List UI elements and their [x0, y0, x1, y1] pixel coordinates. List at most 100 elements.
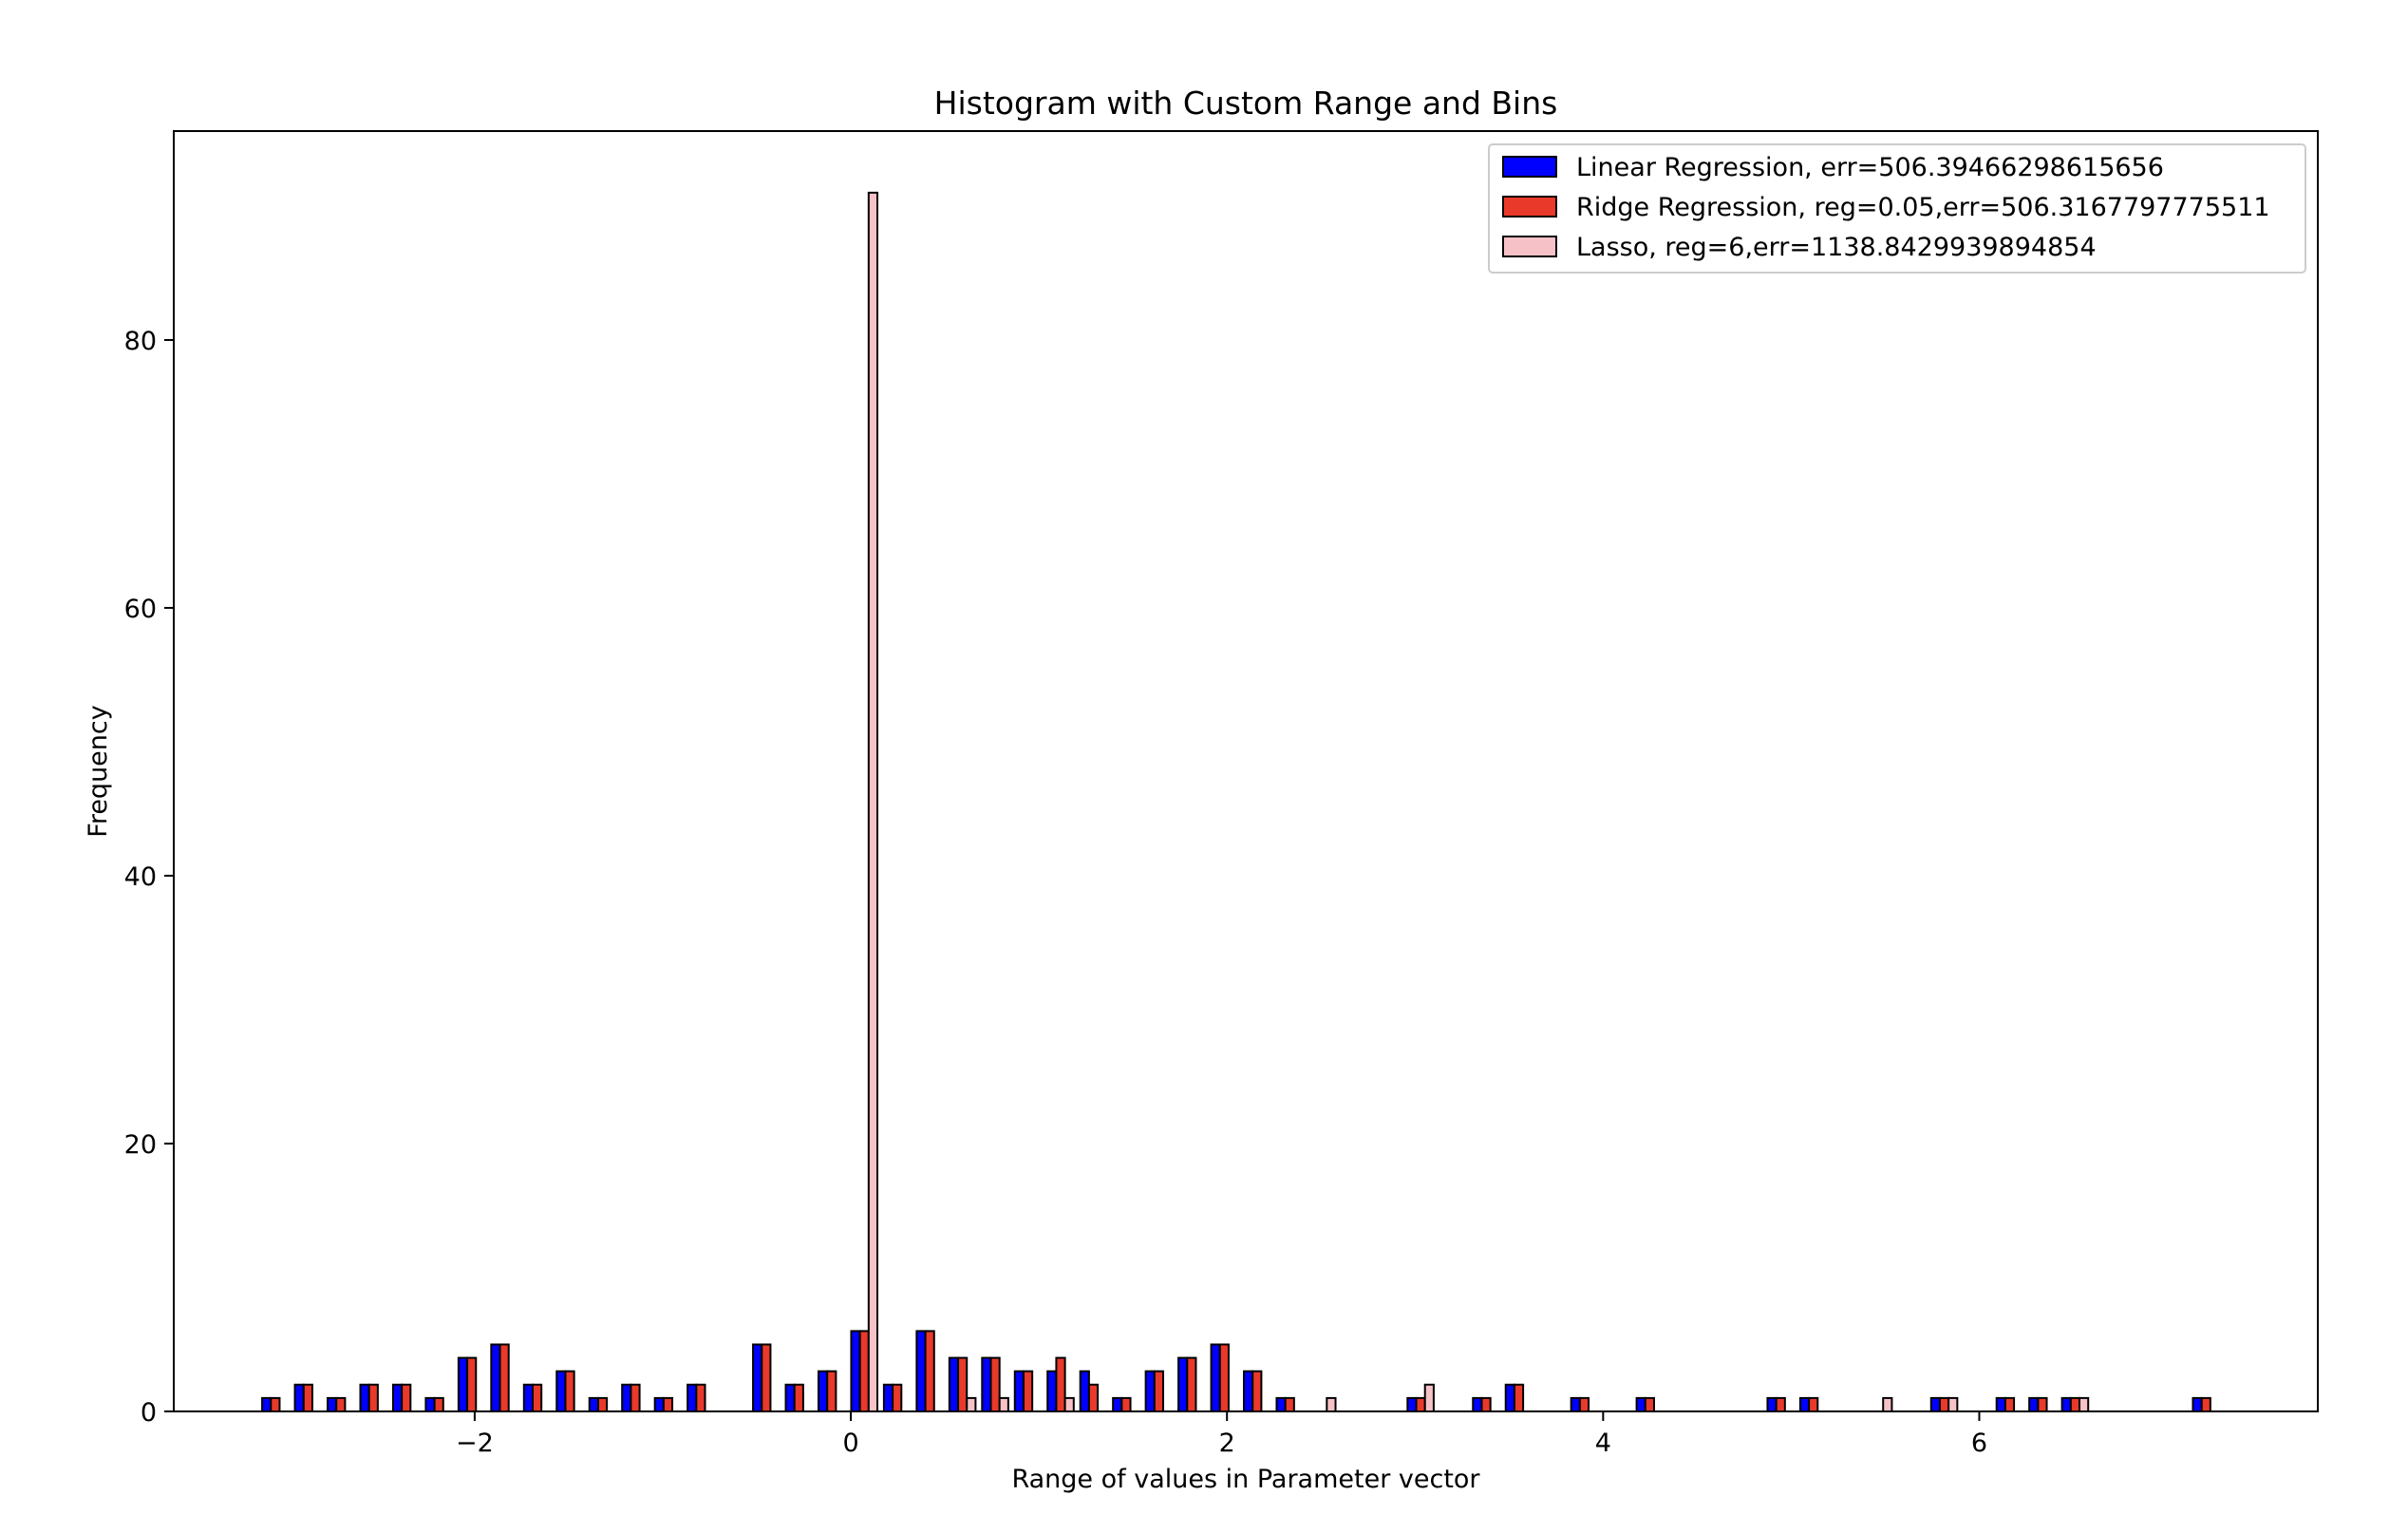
histogram-bar: [1177, 1356, 1189, 1412]
histogram-bar: [1798, 1396, 1811, 1413]
histogram-bar: [957, 1356, 969, 1412]
histogram-bar: [793, 1383, 804, 1413]
histogram-bar: [457, 1356, 469, 1412]
histogram-bar: [367, 1383, 379, 1413]
histogram-bar: [1144, 1370, 1156, 1412]
histogram-bar: [1210, 1343, 1221, 1412]
histogram-bar: [2192, 1396, 2203, 1413]
histogram-bar: [948, 1356, 960, 1412]
legend-swatch: [1502, 196, 1557, 218]
histogram-bar: [817, 1370, 829, 1412]
histogram-bar: [270, 1396, 281, 1413]
histogram-bar: [1578, 1396, 1590, 1413]
legend-label: Ridge Regression, reg=0.05,err=506.31677…: [1576, 193, 2270, 222]
histogram-bar: [2004, 1396, 2016, 1413]
histogram-bar: [981, 1356, 992, 1412]
legend: Linear Regression, err=506.3946629861565…: [1488, 143, 2306, 274]
histogram-bar: [1046, 1370, 1058, 1412]
histogram-bar: [1513, 1383, 1525, 1413]
histogram-bar: [588, 1396, 599, 1413]
histogram-bar: [1415, 1396, 1426, 1413]
histogram-bar: [1055, 1356, 1066, 1412]
y-axis-label: Frequency: [84, 705, 113, 838]
x-axis-ticks: −2 0 2 4 6: [456, 1411, 1987, 1458]
histogram-bar: [359, 1383, 370, 1413]
histogram-bar: [1929, 1396, 1941, 1413]
histogram-bar: [1480, 1396, 1492, 1413]
y-axis-ticks: 0 20 40 60 80: [124, 327, 174, 1428]
histogram-bar: [1284, 1396, 1295, 1413]
histogram-bar: [1186, 1356, 1197, 1412]
histogram-bar: [424, 1396, 436, 1413]
x-tick-label: 2: [1219, 1429, 1235, 1458]
histogram-bar: [858, 1330, 870, 1413]
histogram-bar: [924, 1330, 935, 1413]
histogram-bar: [1808, 1396, 1819, 1413]
histogram-bar: [1766, 1396, 1778, 1413]
histogram-bar: [1644, 1396, 1655, 1413]
histogram-bar: [2028, 1396, 2040, 1413]
y-tick-label: 0: [141, 1398, 157, 1428]
histogram-bar: [1947, 1396, 1959, 1413]
histogram-bar: [401, 1383, 412, 1413]
bar-group: [261, 191, 2211, 1413]
legend-frame: [1488, 143, 2306, 274]
histogram-bar: [522, 1383, 534, 1413]
y-tick-label: 80: [124, 327, 157, 356]
histogram-bar: [532, 1383, 543, 1413]
histogram-bar: [1013, 1370, 1025, 1412]
histogram-bar: [662, 1396, 674, 1413]
histogram-bar: [998, 1396, 1009, 1413]
histogram-bar: [1326, 1396, 1337, 1413]
histogram-bar: [2069, 1396, 2081, 1413]
histogram-bar: [1087, 1383, 1100, 1413]
histogram-bar: [630, 1383, 641, 1413]
histogram-bar: [293, 1383, 305, 1413]
histogram-bar: [621, 1383, 632, 1413]
histogram-bar: [335, 1396, 347, 1413]
histogram-bar: [915, 1330, 927, 1413]
histogram-bar: [2037, 1396, 2048, 1413]
histogram-bar: [466, 1356, 478, 1412]
histogram-bar: [1472, 1396, 1483, 1413]
histogram-bar: [555, 1370, 567, 1412]
histogram-bar: [499, 1343, 510, 1412]
histogram-bar: [752, 1343, 763, 1412]
histogram-bar: [1218, 1343, 1230, 1412]
histogram-bar: [695, 1383, 706, 1413]
histogram-bar: [1153, 1370, 1165, 1412]
histogram-bar: [1570, 1396, 1581, 1413]
legend-swatch: [1502, 236, 1557, 257]
histogram-bar: [433, 1396, 444, 1413]
histogram-bar: [1504, 1383, 1515, 1413]
x-tick-label: 4: [1595, 1429, 1611, 1458]
histogram-bar: [989, 1356, 1001, 1412]
histogram-bar: [564, 1370, 575, 1412]
legend-label: Linear Regression, err=506.3946629861565…: [1576, 153, 2164, 182]
histogram-bar: [327, 1396, 338, 1413]
histogram-bar: [826, 1370, 837, 1412]
histogram-bar: [1120, 1396, 1132, 1413]
histogram-bar: [867, 191, 879, 1413]
histogram-bar: [1079, 1370, 1090, 1412]
x-axis-label: Range of values in Parameter vector: [1011, 1465, 1480, 1494]
histogram-bar: [1882, 1396, 1893, 1413]
histogram-bar: [1406, 1396, 1418, 1413]
histogram-bar: [1243, 1370, 1254, 1412]
histogram-bar: [1775, 1396, 1786, 1413]
histogram-bar: [2060, 1396, 2072, 1413]
plot-area-frame: [173, 130, 2319, 1412]
histogram-bar: [1112, 1396, 1123, 1413]
histogram-bar: [2200, 1396, 2211, 1413]
x-tick-label: 6: [1971, 1429, 1987, 1458]
histogram-bar: [302, 1383, 313, 1413]
histogram-bar: [391, 1383, 404, 1413]
histogram-bar: [687, 1383, 698, 1413]
histogram-bar: [1275, 1396, 1287, 1413]
legend-swatch: [1502, 156, 1557, 178]
y-tick-label: 40: [124, 862, 157, 892]
histogram-bar: [1063, 1396, 1075, 1413]
histogram-bar: [1022, 1370, 1034, 1412]
x-tick-label: −2: [456, 1429, 494, 1458]
